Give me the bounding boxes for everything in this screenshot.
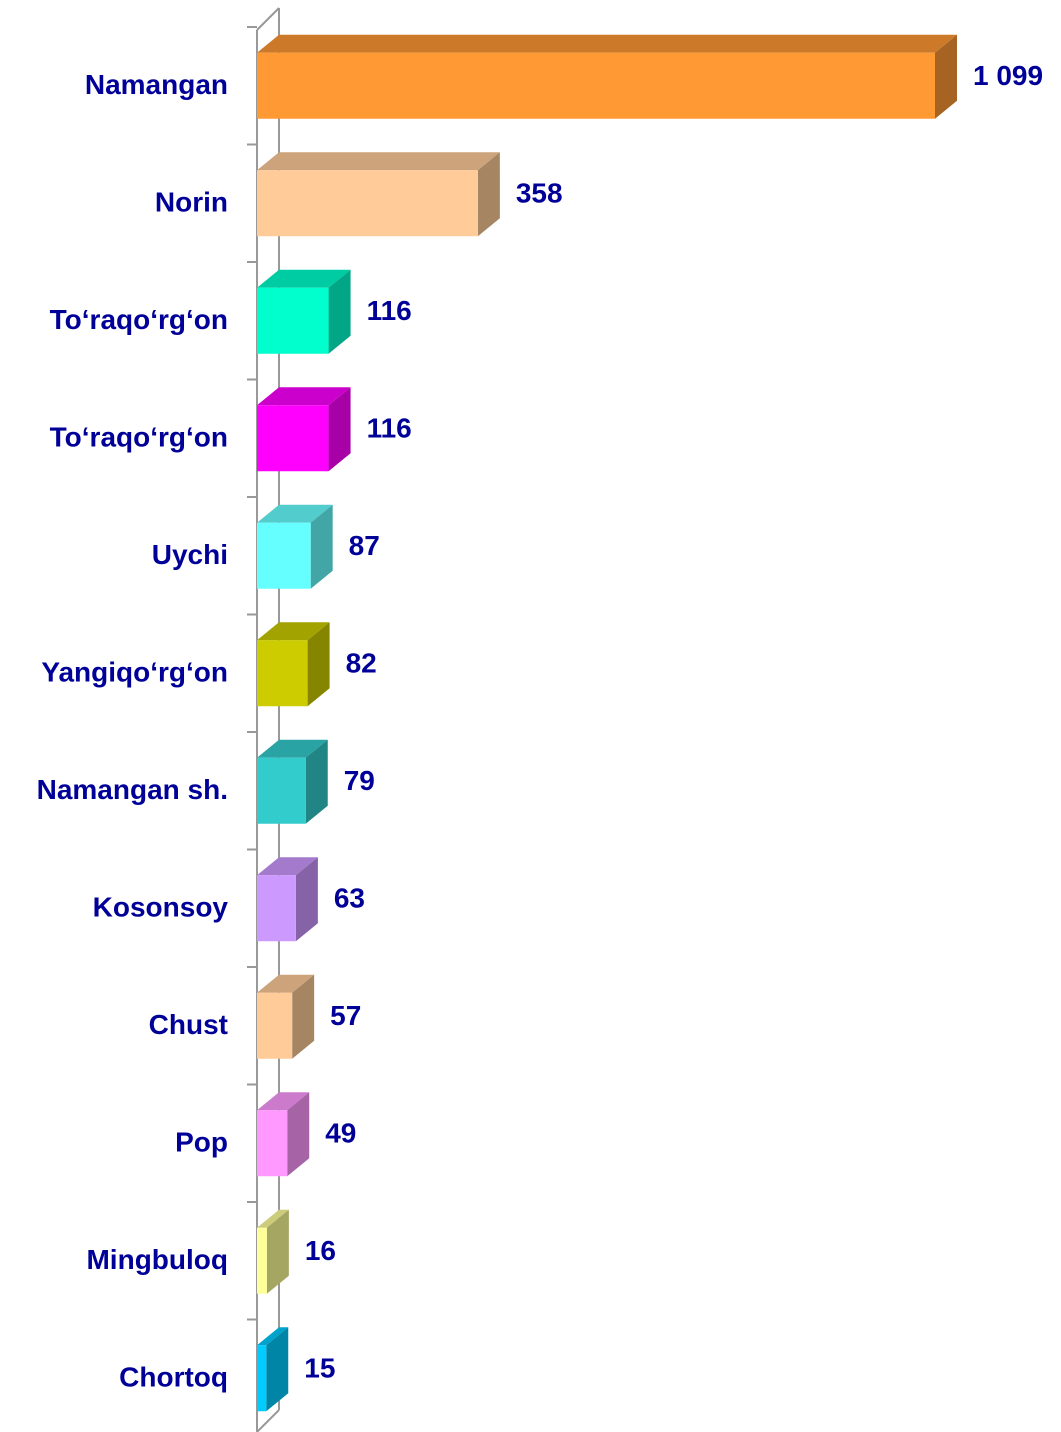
bar-3d: 87 Uychi (152, 504, 380, 589)
bar (257, 757, 306, 824)
bar (257, 992, 293, 1059)
bar-3d: 15 Chortoq (119, 1327, 335, 1412)
value-label: 16 (305, 1235, 336, 1266)
bar-3d: 16 Mingbuloq (86, 1209, 336, 1294)
bar-3d: 116 To‘raqo‘rg‘on (50, 387, 412, 472)
category-label: Pop (175, 1127, 228, 1158)
category-label: To‘raqo‘rg‘on (50, 422, 228, 453)
category-label: Chust (149, 1009, 228, 1040)
bar-top (257, 34, 957, 53)
bar-3d: 116 To‘raqo‘rg‘on (50, 269, 412, 354)
bar (257, 287, 329, 354)
bar (257, 640, 308, 707)
bar-top (257, 974, 315, 993)
bar-side (292, 974, 315, 1059)
bar-3d: 1 099 Namangan (85, 34, 1043, 119)
bar-side (328, 269, 351, 354)
bar-top (257, 1092, 310, 1111)
category-label: Namangan (85, 69, 228, 100)
bar (257, 1227, 267, 1294)
bar-side (266, 1209, 289, 1294)
bar (257, 1345, 267, 1412)
value-label: 57 (330, 1000, 361, 1031)
category-label: Uychi (152, 539, 228, 570)
bar-side (295, 857, 318, 942)
value-label: 116 (367, 413, 412, 444)
bar (257, 405, 329, 472)
category-label: Mingbuloq (86, 1244, 228, 1275)
bar-side (287, 1092, 310, 1177)
category-label: Namangan sh. (37, 774, 228, 805)
bar (257, 52, 935, 119)
value-label: 87 (349, 530, 380, 561)
value-label: 63 (334, 883, 365, 914)
bar-side (307, 622, 330, 707)
value-label: 49 (325, 1118, 356, 1149)
value-label: 15 (304, 1353, 335, 1384)
bar-top (257, 1327, 289, 1346)
bar-top (257, 152, 500, 171)
bar-3d: 63 Kosonsoy (93, 857, 365, 942)
bar (257, 522, 311, 589)
axis-top-edge (256, 7, 280, 31)
bar-side (477, 152, 500, 237)
bar-3d: 82 Yangiqo‘rg‘on (41, 622, 377, 707)
bars: 1 099Namangan358Norin116To‘raqo‘rg‘on116… (37, 34, 1043, 1412)
category-ticks (247, 26, 257, 1321)
bar-top (257, 857, 318, 876)
bar-top (257, 739, 328, 758)
category-label: To‘raqo‘rg‘on (50, 304, 228, 335)
bar-side (305, 739, 328, 824)
value-label: 79 (344, 765, 375, 796)
bar-3d: 79 Namangan sh. (37, 739, 375, 824)
bar-top (257, 1209, 289, 1228)
bar (257, 170, 478, 237)
category-label: Norin (155, 187, 228, 218)
bar-3d: 49 Pop (175, 1092, 356, 1177)
category-label: Kosonsoy (93, 892, 229, 923)
bar-side (328, 387, 351, 472)
bar-3d: 358 Norin (155, 152, 563, 237)
bar-3d: 57 Chust (149, 974, 361, 1059)
value-label: 1 099 (973, 60, 1043, 91)
bar-top (257, 269, 351, 288)
value-label: 82 (346, 648, 377, 679)
bar-side (935, 34, 957, 119)
bar-side (266, 1327, 289, 1412)
bar-top (257, 504, 333, 523)
value-label: 358 (516, 178, 563, 209)
category-label: Yangiqo‘rg‘on (41, 657, 228, 688)
bar-top (257, 387, 351, 406)
bar (257, 875, 296, 942)
value-label: 116 (367, 295, 412, 326)
bar (257, 1110, 288, 1177)
bar-side (310, 504, 333, 589)
axis-bottom-edge (256, 1409, 280, 1432)
bar-top (257, 622, 330, 641)
category-label: Chortoq (119, 1362, 228, 1393)
